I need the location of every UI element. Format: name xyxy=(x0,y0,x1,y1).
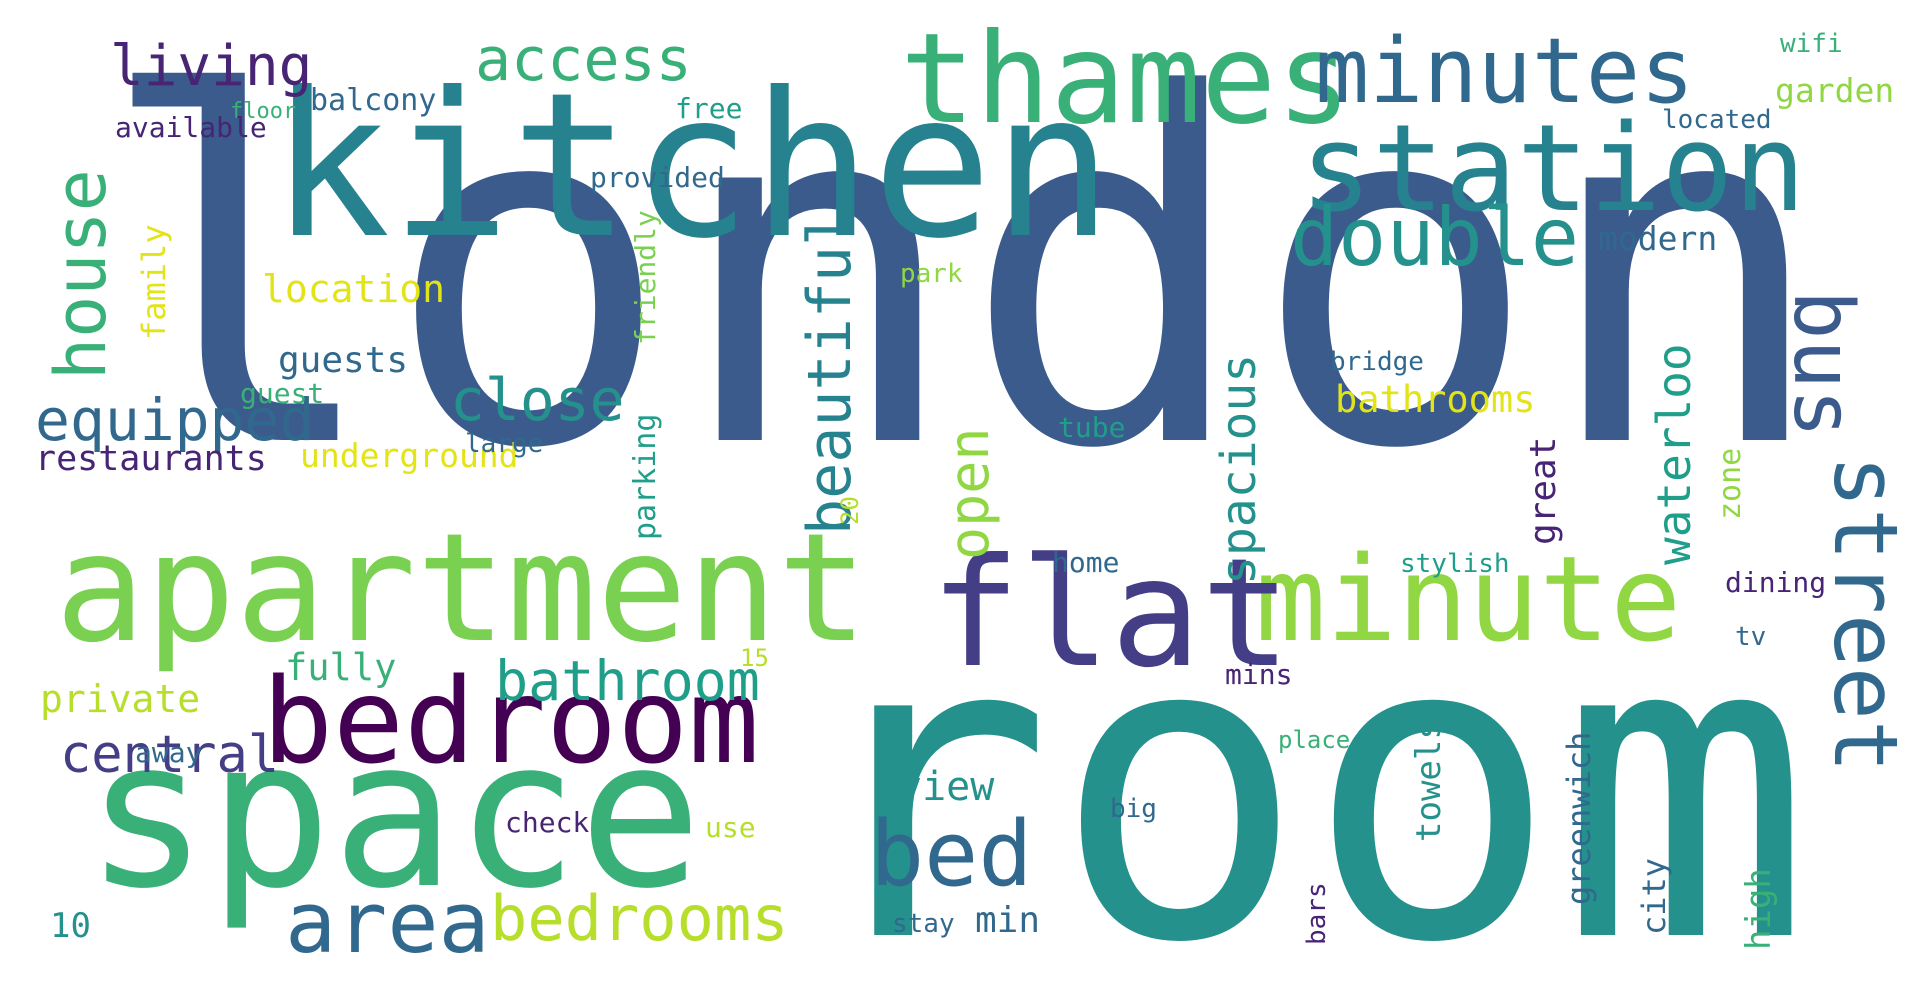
word-thames: thames xyxy=(900,7,1352,152)
word-city: check xyxy=(505,806,589,839)
word-bathroom: living xyxy=(110,34,312,99)
word-min: close xyxy=(450,366,625,434)
word-greenwich: bars xyxy=(1302,882,1332,945)
word-parking: mins xyxy=(1225,658,1292,691)
word-bedroom: bedroom xyxy=(262,652,759,790)
word-floor: towels xyxy=(1409,719,1449,842)
word-mins: available xyxy=(115,111,267,144)
word-kitchen: kitchen xyxy=(270,50,1113,283)
word-london: london xyxy=(95,0,1829,554)
word-fifteen: floor xyxy=(230,99,296,124)
word-central: bathroom xyxy=(495,649,760,713)
word-use: wifi xyxy=(1780,29,1843,59)
word-living: bus xyxy=(1775,290,1870,438)
word-large: location xyxy=(262,267,445,311)
word-dining: restaurants xyxy=(35,439,267,479)
word-modern: waterloo xyxy=(1647,343,1701,565)
word-wifi: min xyxy=(975,900,1040,941)
word-bed: bed xyxy=(870,802,1033,907)
word-ten: central xyxy=(60,725,279,785)
word-bus: bridge xyxy=(1330,347,1424,377)
word-zone: tv xyxy=(1735,622,1766,652)
word-access: double xyxy=(1290,191,1579,284)
word-apartment: apartment xyxy=(55,502,868,676)
word-fully: beautiful xyxy=(795,210,865,535)
word-great: dining xyxy=(1725,566,1826,599)
word-place: free xyxy=(675,92,742,125)
word-high: use xyxy=(705,811,756,844)
word-street: located xyxy=(1662,105,1772,135)
word-area: area xyxy=(285,874,490,973)
word-guests: fully xyxy=(285,646,396,689)
word-waterloo: stylish xyxy=(1400,549,1510,579)
word-bars: stay xyxy=(892,909,955,939)
word-tube: family xyxy=(135,224,173,340)
word-free: high xyxy=(1739,868,1779,950)
word-close: house xyxy=(40,169,122,380)
word-located: parking xyxy=(628,414,663,540)
word-view: equipped xyxy=(35,386,314,454)
word-spacious: home xyxy=(1052,546,1119,579)
word-check: park xyxy=(900,259,963,289)
word-double: street xyxy=(1814,455,1917,773)
word-away: balcony xyxy=(310,83,436,118)
word-room: room xyxy=(800,546,1811,990)
word-balcony: city xyxy=(1635,858,1673,935)
word-restaurants: modern xyxy=(1598,219,1717,258)
word-bathrooms: spacious xyxy=(1211,354,1267,585)
word-private: open xyxy=(937,428,1001,560)
word-house: tube xyxy=(1058,411,1125,444)
word-available: greenwich xyxy=(1560,732,1598,905)
word-provided: zone xyxy=(1713,448,1748,520)
word-bridge: friendly xyxy=(629,210,662,345)
word-garden: 10 xyxy=(50,906,91,946)
word-beautiful: 20 xyxy=(836,496,864,525)
word-stay: garden xyxy=(1775,71,1894,110)
word-minutes: minutes xyxy=(1315,19,1694,124)
word-minute: minute xyxy=(1255,530,1681,668)
word-family: away xyxy=(135,736,202,769)
word-big: provided xyxy=(590,161,725,194)
word-station: station xyxy=(1300,100,1806,239)
word-park: view xyxy=(898,764,995,810)
word-location: private xyxy=(40,677,200,721)
word-twenty: place xyxy=(1278,726,1350,754)
word-friendly: 15 xyxy=(740,644,769,672)
word-stylish: guest xyxy=(240,377,324,410)
word-towels: big xyxy=(1110,794,1157,824)
word-space: space xyxy=(85,696,702,934)
word-tv: underground xyxy=(300,436,519,475)
word-equipped: access xyxy=(475,25,692,95)
word-flat: flat xyxy=(930,527,1291,701)
word-guest: bathrooms xyxy=(1335,378,1535,421)
word-bedrooms: bedrooms xyxy=(490,882,789,955)
word-underground: great xyxy=(1523,437,1564,545)
word-home: guests xyxy=(278,340,408,381)
word-open: large xyxy=(465,429,543,459)
